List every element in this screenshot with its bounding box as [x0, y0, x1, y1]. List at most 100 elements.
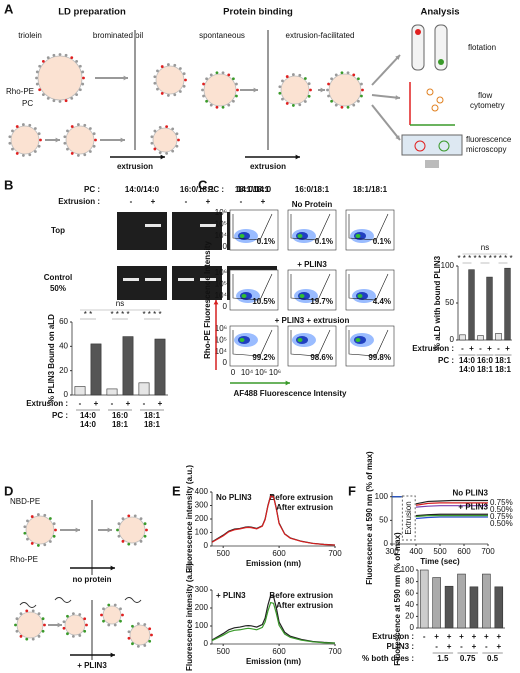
lipid [202, 82, 205, 86]
x-tick-label: - [423, 632, 426, 641]
lipid [58, 53, 62, 56]
lipid [66, 614, 69, 618]
drop [436, 96, 444, 104]
lipid [352, 103, 356, 107]
lipid [76, 123, 80, 126]
lipid [63, 135, 67, 139]
lipid [143, 534, 147, 538]
x-tick-label: + [158, 399, 163, 408]
lipid [221, 105, 225, 109]
lipid [205, 99, 208, 103]
lipid [26, 519, 29, 523]
lipid [166, 63, 170, 66]
lipid [100, 613, 103, 617]
lipid [143, 522, 147, 526]
lipid [340, 105, 344, 109]
lipid [66, 147, 69, 151]
y-tick-label: 0 [384, 539, 389, 548]
y-axis-label: % PLIN3 Bound on aLD [47, 314, 56, 403]
panel-label: D [4, 483, 13, 498]
panel-label: A [4, 1, 14, 16]
x-tick-label: 500 [433, 547, 447, 556]
cloud [297, 234, 303, 238]
lipid [35, 76, 38, 80]
y-tick-label: 100 [375, 492, 389, 501]
lipid [326, 88, 329, 92]
label: 10.5% [252, 297, 275, 306]
lipid [352, 73, 356, 77]
label: - [130, 197, 133, 206]
lipid [75, 59, 79, 63]
lipid [15, 125, 19, 128]
lipid [25, 637, 29, 641]
bar [138, 382, 150, 396]
label: 10⁴ [215, 347, 228, 356]
x-tick-label: + [505, 344, 510, 353]
group-label: 14:0 [459, 365, 476, 374]
lipid [334, 73, 338, 77]
flow-plot [229, 209, 279, 251]
row-label: PC : [52, 411, 68, 420]
drop [415, 29, 421, 35]
label: 14:0/14:0 [237, 185, 272, 194]
bar [432, 577, 441, 629]
lipid [156, 87, 159, 91]
lipid [150, 141, 154, 145]
y-tick-label: 400 [195, 487, 209, 496]
label: 0 [223, 302, 228, 311]
label: triolein [18, 31, 42, 40]
lipid [121, 539, 125, 543]
gel [117, 212, 167, 250]
droplet [25, 515, 55, 545]
label: 10⁶ [215, 208, 227, 217]
x-tick-label: - [479, 344, 482, 353]
bar [459, 334, 466, 341]
droplet [37, 55, 83, 101]
lipid [41, 617, 45, 621]
significance: * * * * [110, 310, 129, 319]
x-tick-label: + [447, 632, 452, 641]
group-label: 14:0 [80, 411, 97, 420]
panel-label: B [4, 177, 13, 192]
annotation: No PLIN3 [452, 489, 488, 498]
lipid [48, 540, 52, 543]
lipid [37, 612, 41, 616]
label: Rho-PE [6, 87, 34, 96]
lipid [148, 639, 152, 643]
lipid [121, 613, 124, 617]
droplet [65, 125, 95, 155]
label: 10⁶ [215, 268, 227, 277]
lipid [298, 73, 302, 77]
x-tick-label: 500 [217, 549, 231, 558]
label: 99.8% [368, 353, 391, 362]
y-tick-label: 100 [441, 261, 455, 270]
arrow-head [57, 622, 62, 628]
lipid [227, 103, 231, 107]
group-label: 1.5 [437, 654, 449, 663]
gate [232, 213, 273, 241]
lipid [307, 94, 311, 98]
group-label: 18:1 [144, 411, 161, 420]
lipid [357, 77, 360, 81]
annotation: Extrusion [404, 501, 413, 534]
arrow-head [123, 75, 128, 81]
lipid [37, 144, 41, 148]
lipid [184, 78, 187, 82]
lipid [94, 138, 97, 142]
cloud [355, 234, 361, 238]
lipid [346, 105, 350, 109]
label: 16:0/18:1 [295, 185, 330, 194]
droplet [203, 73, 237, 107]
lipid [215, 105, 219, 109]
lipid [165, 152, 169, 155]
significance: ns [116, 299, 124, 308]
lipid [150, 135, 154, 139]
lipid [15, 152, 19, 155]
lipid [166, 94, 170, 97]
x-tick-label: 700 [328, 647, 342, 656]
flow-plot [345, 325, 395, 367]
row-label: PLIN3 : [386, 642, 414, 651]
lipid [330, 99, 333, 103]
lipid [173, 63, 177, 67]
lipid [28, 153, 32, 157]
